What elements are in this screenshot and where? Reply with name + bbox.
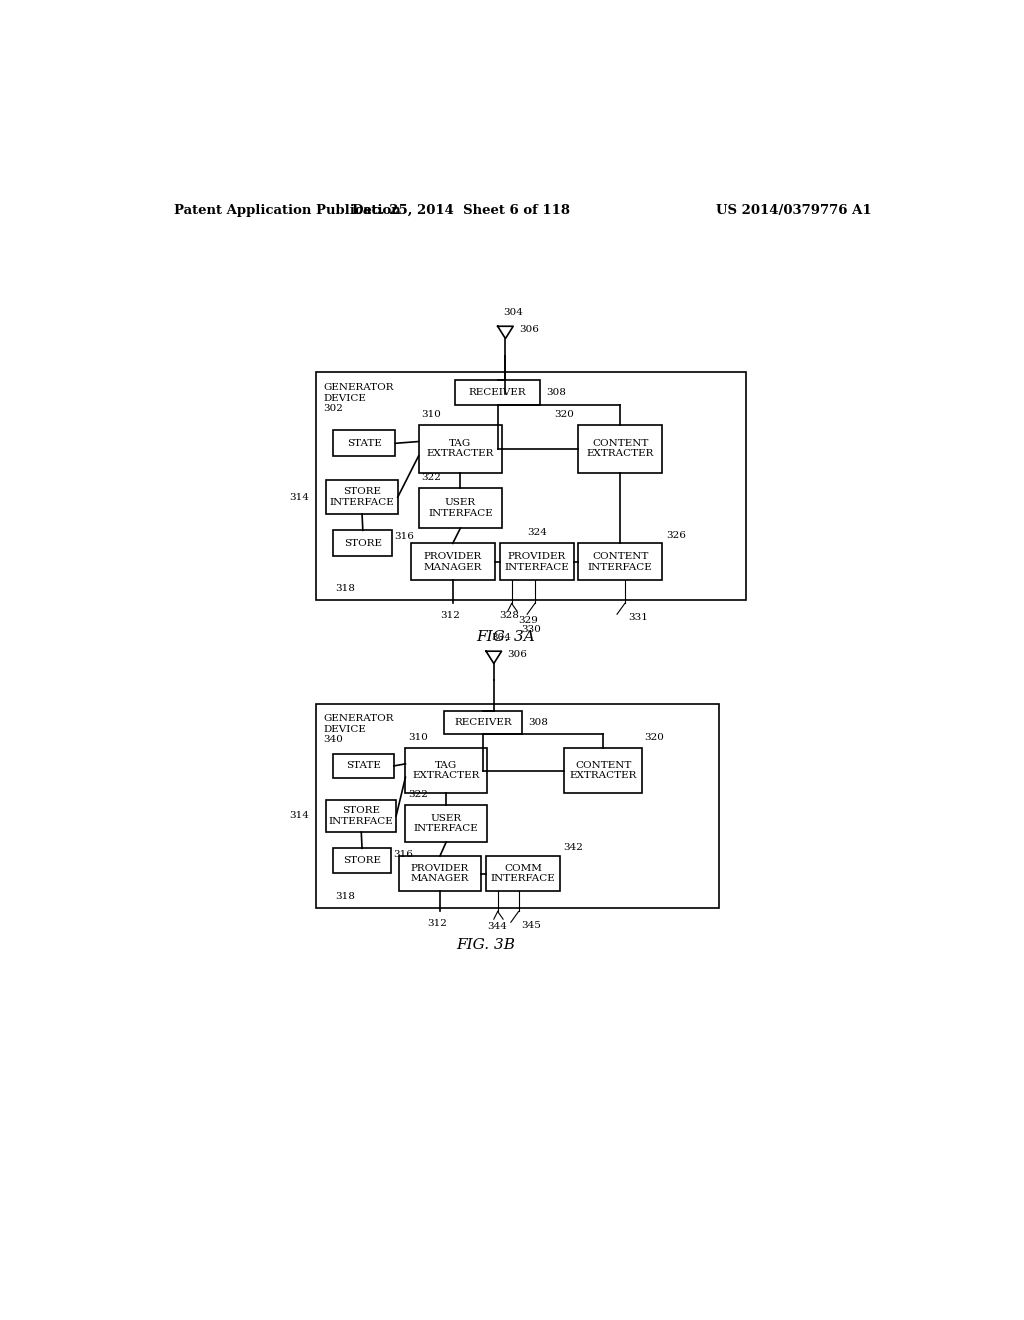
Text: 306: 306: [508, 649, 527, 659]
Text: CONTENT
EXTRACTER: CONTENT EXTRACTER: [587, 440, 653, 458]
Text: Patent Application Publication: Patent Application Publication: [174, 205, 401, 218]
Text: 324: 324: [527, 528, 547, 537]
Text: PROVIDER
MANAGER: PROVIDER MANAGER: [424, 552, 482, 572]
Text: 322: 322: [408, 791, 428, 799]
Text: 308: 308: [547, 388, 566, 397]
Text: 318: 318: [336, 892, 355, 902]
Bar: [411, 544, 495, 581]
Bar: [419, 425, 503, 473]
Text: USER
INTERFACE: USER INTERFACE: [428, 498, 493, 517]
Text: 316: 316: [393, 850, 413, 859]
Text: RECEIVER: RECEIVER: [469, 388, 526, 397]
Text: 320: 320: [644, 733, 664, 742]
Text: CONTENT
EXTRACTER: CONTENT EXTRACTER: [569, 760, 637, 780]
Text: 308: 308: [528, 718, 548, 727]
Bar: [406, 805, 486, 842]
Bar: [444, 711, 521, 734]
Text: TAG
EXTRACTER: TAG EXTRACTER: [427, 440, 495, 458]
Bar: [406, 748, 486, 793]
Text: STORE
INTERFACE: STORE INTERFACE: [330, 487, 394, 507]
Text: RECEIVER: RECEIVER: [454, 718, 512, 727]
Bar: [327, 480, 397, 513]
Text: 330: 330: [521, 626, 541, 634]
Text: 342: 342: [563, 843, 584, 853]
Bar: [579, 425, 662, 473]
Text: 320: 320: [555, 409, 574, 418]
Text: TAG
EXTRACTER: TAG EXTRACTER: [413, 760, 480, 780]
Bar: [455, 380, 541, 405]
Text: CONTENT
INTERFACE: CONTENT INTERFACE: [588, 552, 652, 572]
Text: 344: 344: [487, 923, 508, 931]
Bar: [315, 372, 745, 599]
Bar: [500, 544, 573, 581]
Text: 306: 306: [519, 325, 540, 334]
Text: COMM
INTERFACE: COMM INTERFACE: [490, 865, 555, 883]
Text: 304: 304: [503, 308, 523, 317]
Text: 304: 304: [492, 634, 511, 642]
Bar: [399, 855, 480, 891]
Text: 329: 329: [519, 615, 539, 624]
Text: 314: 314: [290, 812, 309, 821]
Text: GENERATOR
DEVICE
340: GENERATOR DEVICE 340: [324, 714, 394, 744]
Bar: [334, 430, 395, 457]
Bar: [419, 488, 503, 528]
Text: 310: 310: [408, 733, 428, 742]
Bar: [579, 544, 662, 581]
Bar: [327, 800, 396, 832]
Text: 312: 312: [440, 611, 461, 620]
Text: 314: 314: [290, 492, 309, 502]
Text: 328: 328: [500, 611, 519, 620]
Text: STATE: STATE: [346, 762, 381, 771]
Bar: [564, 748, 642, 793]
Text: STORE
INTERFACE: STORE INTERFACE: [329, 807, 393, 826]
Text: 331: 331: [628, 612, 648, 622]
Text: 326: 326: [666, 531, 686, 540]
Text: FIG. 3B: FIG. 3B: [457, 939, 515, 953]
Text: PROVIDER
INTERFACE: PROVIDER INTERFACE: [505, 552, 569, 572]
Text: FIG. 3A: FIG. 3A: [476, 631, 535, 644]
Text: STATE: STATE: [347, 438, 382, 447]
Text: STORE: STORE: [344, 539, 382, 548]
Text: 310: 310: [421, 409, 440, 418]
Text: 312: 312: [428, 919, 447, 928]
Bar: [334, 531, 392, 557]
Text: 316: 316: [394, 532, 415, 541]
Bar: [334, 754, 394, 779]
Text: USER
INTERFACE: USER INTERFACE: [414, 814, 478, 833]
Text: PROVIDER
MANAGER: PROVIDER MANAGER: [411, 865, 469, 883]
Text: STORE: STORE: [343, 857, 381, 865]
Text: 322: 322: [421, 473, 440, 482]
Bar: [334, 849, 391, 873]
Text: US 2014/0379776 A1: US 2014/0379776 A1: [717, 205, 872, 218]
Text: Dec. 25, 2014  Sheet 6 of 118: Dec. 25, 2014 Sheet 6 of 118: [352, 205, 570, 218]
Bar: [486, 855, 560, 891]
Text: 345: 345: [521, 921, 542, 929]
Text: GENERATOR
DEVICE
302: GENERATOR DEVICE 302: [324, 383, 394, 413]
Text: 318: 318: [336, 585, 355, 594]
Bar: [315, 704, 719, 908]
